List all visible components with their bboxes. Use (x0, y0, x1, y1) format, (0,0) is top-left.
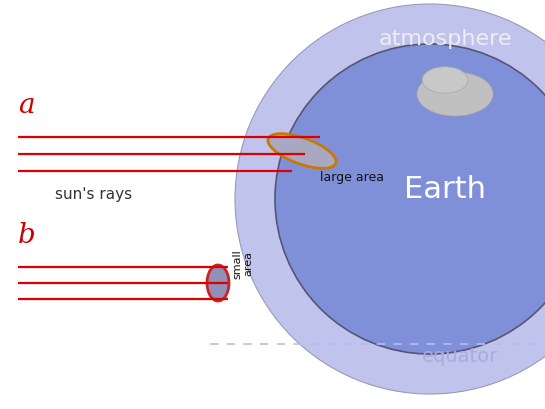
Text: small
area: small area (232, 249, 253, 279)
Text: atmosphere: atmosphere (378, 29, 512, 49)
Ellipse shape (268, 134, 336, 169)
Circle shape (275, 44, 545, 354)
Circle shape (235, 4, 545, 394)
Text: b: b (18, 222, 36, 249)
Text: equator: equator (422, 348, 498, 366)
Text: a: a (18, 92, 34, 119)
Ellipse shape (207, 265, 229, 301)
Ellipse shape (417, 72, 493, 116)
Text: sun's rays: sun's rays (55, 187, 132, 202)
Text: Earth: Earth (404, 175, 486, 204)
Text: large area: large area (320, 171, 384, 184)
Ellipse shape (422, 67, 468, 93)
